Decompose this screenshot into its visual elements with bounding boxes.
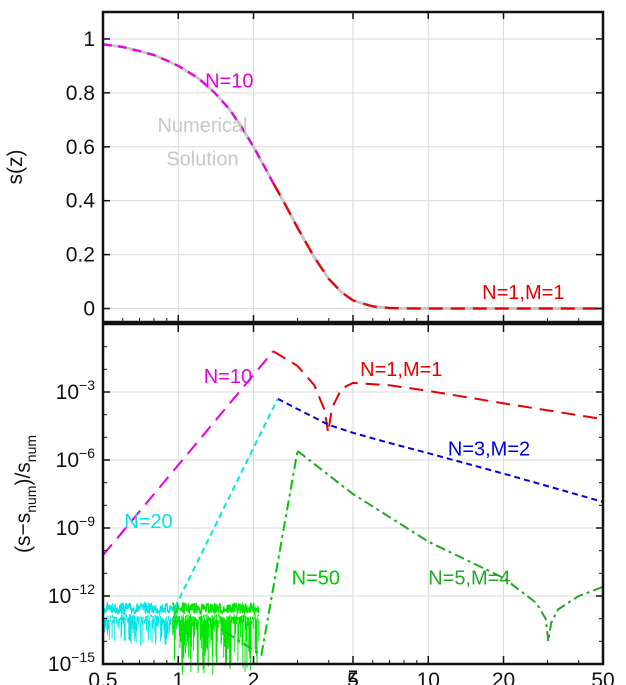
top-annotation-numsol2: Solution: [166, 149, 238, 171]
top-annotation-n10: N=10: [205, 70, 253, 92]
bottom-series-n3m2: [277, 397, 604, 503]
top-panel: 0 0.2 0.4 0.6 0.8 1 N=10 Numerical Solution N=1,…: [4, 10, 605, 324]
bottom-series-n1m1: [272, 350, 604, 433]
top-annotation-numsol1: Numerical: [157, 115, 247, 137]
bottom-series-n5m4: [296, 450, 604, 642]
bottom-noise: [102, 600, 260, 675]
bottom-series-n20: [174, 398, 279, 608]
top-annotation-n1m1: N=1,M=1: [482, 282, 564, 304]
bottom-series: [102, 350, 604, 657]
top-y-tick-label: 1: [83, 28, 95, 51]
bottom-y-tick-label: 10−9: [56, 513, 96, 540]
bottom-y-axis-label: (s−snum)/snum: [12, 435, 39, 553]
bottom-annotations: N=10 N=1,M=1 N=3,M=2 N=20 N=50 N=5,M=4: [124, 359, 530, 590]
x-tick-label: 10: [417, 669, 440, 685]
top-y-axis-label: s(z): [4, 150, 27, 185]
top-series-n10: [102, 43, 275, 184]
bottom-annotation-n10b: N=10: [204, 366, 252, 388]
bottom-x-ticks: 0.5 1 2 5 10 20 50: [88, 318, 615, 685]
bottom-y-tick-label: 10−3: [56, 377, 96, 404]
top-y-tick-label: 0.4: [66, 190, 96, 213]
top-y-tick-label: 0.8: [66, 82, 95, 105]
x-tick-label: 1: [172, 669, 184, 685]
top-y-ticks: 0 0.2 0.4 0.6 0.8 1: [66, 28, 603, 321]
bottom-annotation-n50: N=50: [292, 568, 340, 590]
top-y-tick-label: 0: [83, 298, 95, 321]
bottom-frame: [101, 322, 605, 666]
top-series: [102, 42, 603, 310]
top-series-n1m1: [272, 182, 603, 310]
bottom-y-tick-label: 10−6: [56, 445, 96, 472]
bottom-y-tick-label: 10−15: [48, 649, 95, 676]
x-tick-label: 20: [492, 669, 515, 685]
bottom-series-noise_green: [172, 614, 260, 675]
bottom-series-n10: [102, 350, 275, 556]
top-y-tick-label: 0.6: [66, 136, 95, 159]
x-tick-label: 50: [591, 669, 614, 685]
top-grid: [102, 12, 604, 322]
x-tick-label: 0.5: [88, 669, 117, 685]
bottom-series-n50: [225, 450, 299, 657]
bottom-y-tick-label: 10−12: [48, 581, 95, 608]
bottom-annotation-n20: N=20: [124, 511, 172, 533]
bottom-panel: 10−15 10−12 10−9 10−6 10−3 0.5 1 2 5 10 20 50 N=10…: [12, 318, 615, 685]
bottom-series-noise_green-envelope: [172, 601, 260, 617]
top-y-tick-label: 0.2: [66, 244, 95, 267]
x-tick-label: 5: [347, 669, 359, 685]
x-tick-label: 2: [248, 669, 260, 685]
bottom-annotation-n3m2: N=3,M=2: [448, 438, 530, 460]
x-axis-label: z: [348, 664, 359, 685]
top-frame: [101, 10, 605, 324]
bottom-annotation-n1m1b: N=1,M=1: [360, 359, 442, 381]
top-annotations: N=10 Numerical Solution N=1,M=1: [157, 70, 564, 304]
bottom-annotation-n5m4: N=5,M=4: [428, 568, 510, 590]
bottom-series-noise_cyan-envelope: [102, 600, 179, 617]
